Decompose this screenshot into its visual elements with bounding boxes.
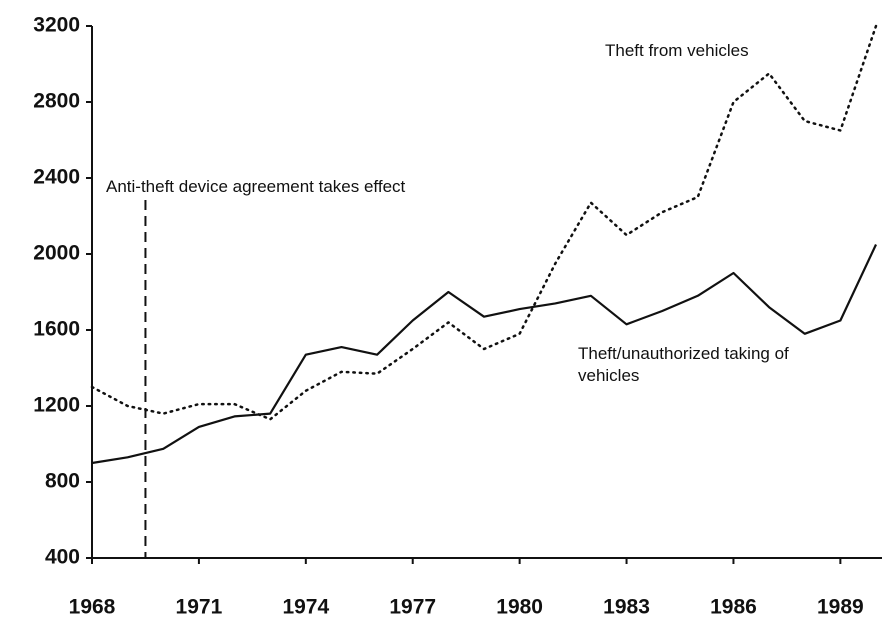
y-tick-label: 1200 (33, 394, 80, 417)
series-label: Theft/unauthorized taking of vehicles (578, 344, 789, 385)
x-tick-label: 1983 (603, 596, 650, 618)
series-line (91, 244, 877, 465)
y-tick-label: 400 (45, 546, 80, 569)
series-label: Theft from vehicles (605, 41, 749, 60)
x-tick-label: 1980 (496, 596, 543, 618)
y-tick-label: 1600 (33, 318, 80, 341)
y-tick-label: 3200 (33, 14, 80, 37)
y-tick-label: 2400 (33, 166, 80, 189)
x-tick-label: 1974 (282, 596, 329, 618)
series-line (90, 24, 878, 421)
x-tick-label: 1986 (710, 596, 757, 618)
x-tick-label: 1971 (176, 596, 223, 618)
y-tick-label: 2800 (33, 90, 80, 113)
y-tick-label: 2000 (33, 242, 80, 265)
x-tick-label: 1989 (817, 596, 864, 618)
x-tick-label: 1968 (69, 596, 116, 618)
y-tick-label: 800 (45, 470, 80, 493)
annotation: Anti-theft device agreement takes effect (106, 177, 406, 196)
x-tick-label: 1977 (389, 596, 436, 618)
